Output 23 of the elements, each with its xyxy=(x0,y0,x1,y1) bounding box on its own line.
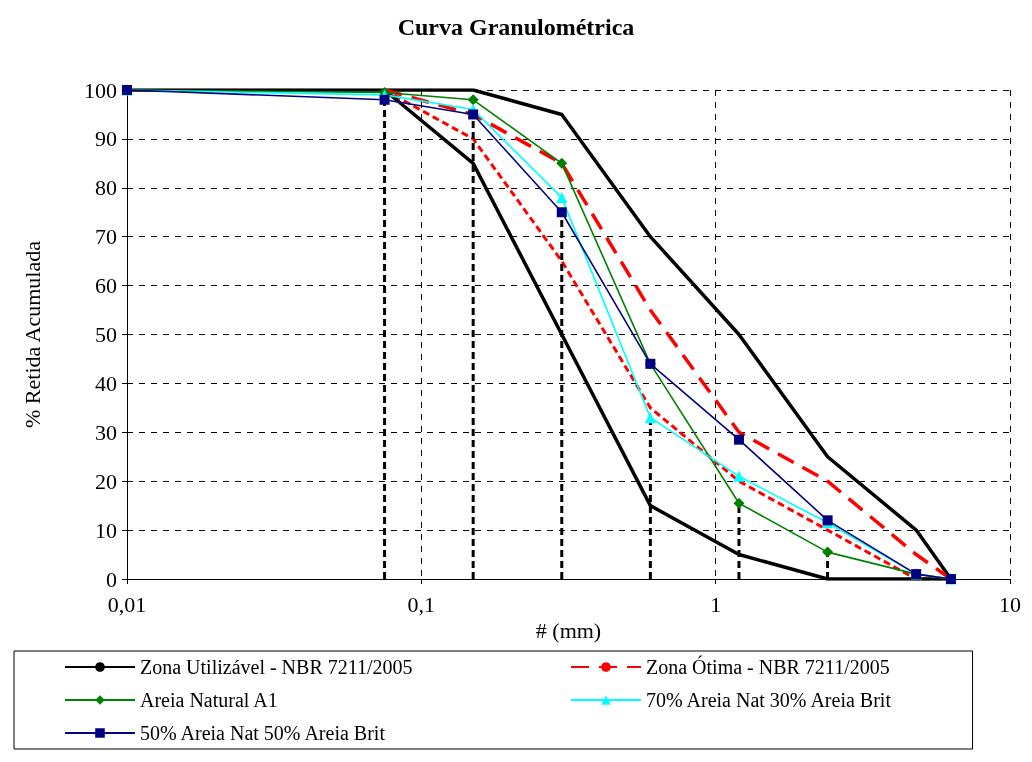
legend-label: Zona Ótima - NBR 7211/2005 xyxy=(646,655,890,678)
legend-label: 70% Areia Nat 30% Areia Brit xyxy=(646,689,892,711)
legend-label: Zona Utilizável - NBR 7211/2005 xyxy=(140,656,413,678)
y-tick-label: 70 xyxy=(95,224,117,250)
y-tick-label: 50 xyxy=(95,322,117,347)
x-tick-label: 0,01 xyxy=(107,591,147,617)
y-tick-label: 80 xyxy=(95,175,117,201)
y-axis-title: % Retida Acumulada xyxy=(19,240,45,428)
x-tick-label: 1 xyxy=(710,591,722,617)
y-tick-label: 30 xyxy=(95,419,117,445)
y-tick-label: 10 xyxy=(95,517,117,543)
y-tick-label: 0 xyxy=(106,566,117,592)
x-tick-label: 10 xyxy=(999,591,1021,617)
y-tick-label: 20 xyxy=(95,468,117,494)
y-tick-label: 100 xyxy=(84,77,117,103)
y-tick-label: 90 xyxy=(95,126,117,152)
y-tick-label: 40 xyxy=(95,370,117,396)
y-tick-label: 60 xyxy=(95,273,117,299)
x-tick-label: 0,1 xyxy=(407,591,436,617)
chart-title: Curva Granulométrica xyxy=(397,14,635,40)
legend-label: Areia Natural A1 xyxy=(140,689,278,711)
x-axis-title: # (mm) xyxy=(535,618,602,644)
legend-label: 50% Areia Nat 50% Areia Brit xyxy=(140,722,386,744)
